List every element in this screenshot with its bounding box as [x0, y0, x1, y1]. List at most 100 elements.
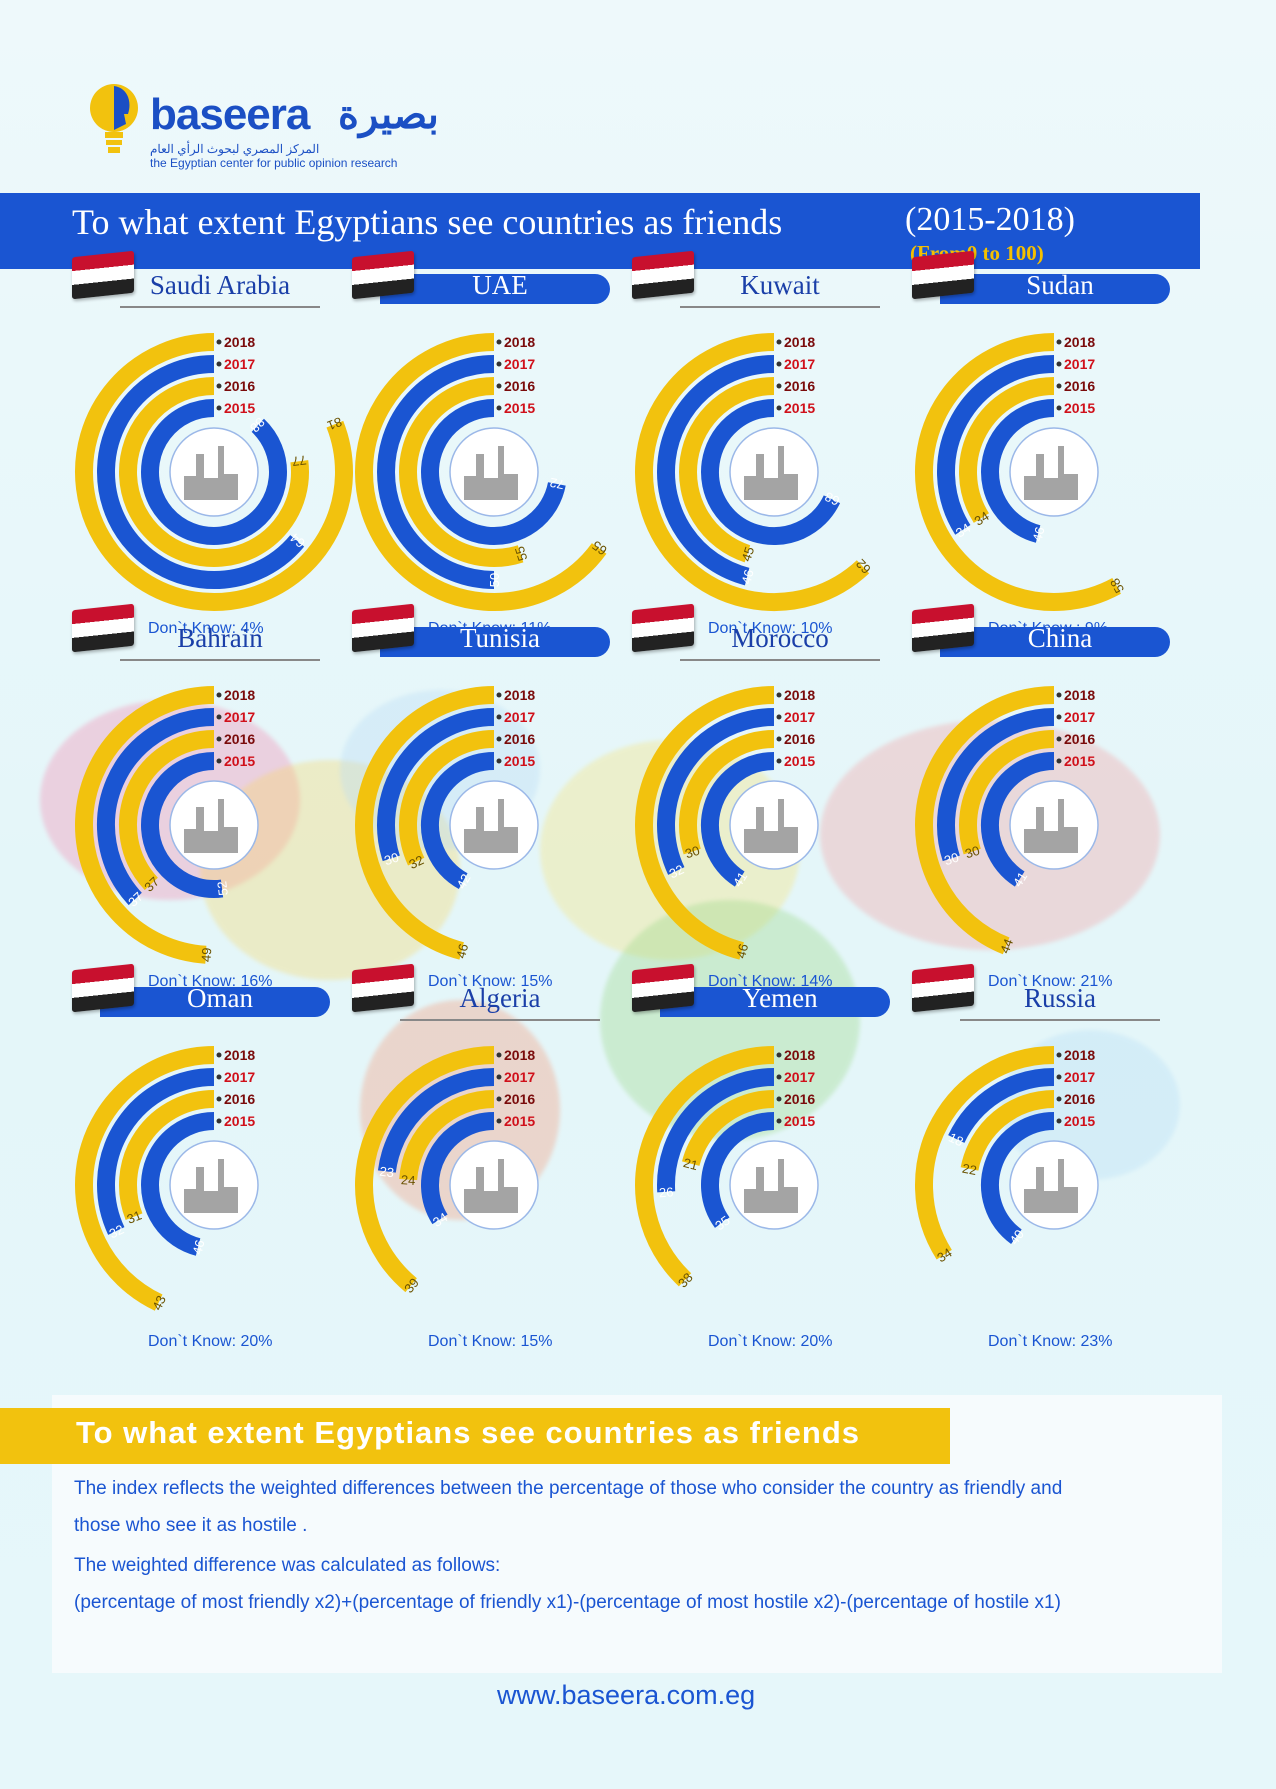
year-marker: [496, 736, 502, 742]
landmark-icon: [464, 1159, 518, 1213]
year-marker: [496, 361, 502, 367]
country-name: Tunisia: [459, 623, 541, 653]
country-name: Algeria: [459, 983, 541, 1013]
dont-know-label: Don`t Know: 15%: [428, 973, 553, 990]
bar-2016: [959, 377, 1055, 523]
year-label-2015: 2015: [1064, 400, 1095, 416]
year-label-2016: 2016: [504, 378, 535, 394]
year-marker: [1056, 758, 1062, 764]
year-marker: [496, 1074, 502, 1080]
country-name: UAE: [472, 270, 528, 300]
value-label-2015: 72: [548, 475, 565, 492]
year-marker: [496, 1118, 502, 1124]
value-label-2017: 32: [667, 862, 686, 882]
landmark-icon: [184, 799, 238, 853]
value-label-2017: 30: [382, 849, 400, 868]
year-marker: [1056, 1052, 1062, 1058]
value-label-2018: 34: [934, 1245, 954, 1265]
radial-bar-chart: 58 2018 34 2017 34 2016 46 2015: [915, 333, 1127, 611]
bar-2017: [937, 355, 1055, 535]
center-circle: [449, 1140, 539, 1230]
bar-2015: [701, 752, 775, 887]
year-label-2017: 2017: [784, 356, 815, 372]
year-marker: [1056, 383, 1062, 389]
bar-2016: [960, 1090, 1055, 1171]
year-label-2015: 2015: [1064, 1113, 1095, 1129]
value-label-2015: 52: [214, 880, 231, 896]
landmark-icon: [744, 1159, 798, 1213]
landmark-icon: [464, 446, 518, 500]
dont-know-label: Don`t Know: 15%: [428, 1333, 553, 1350]
page-years: (2015-2018): [905, 201, 1075, 238]
radial-bar-chart: 46 2018 30 2017 32 2016 42 2015: [355, 686, 539, 960]
year-label-2018: 2018: [1064, 1047, 1095, 1063]
website-link[interactable]: www.baseera.com.eg: [497, 1680, 756, 1710]
year-marker: [496, 383, 502, 389]
year-label-2017: 2017: [224, 356, 255, 372]
year-label-2016: 2016: [504, 1091, 535, 1107]
bar-2017: [377, 355, 495, 589]
lightbulb-icon: [90, 84, 138, 153]
dont-know-label: Don`t Know: 21%: [988, 973, 1113, 990]
year-label-2017: 2017: [1064, 1069, 1095, 1085]
bar-2016: [399, 377, 524, 567]
chart-panel-morocco: Morocco 46 2018 32 2017 30 2016 41 2015 Don`t Kno…: [610, 603, 890, 990]
value-label-2015: 40: [1006, 1227, 1027, 1248]
year-label-2017: 2017: [504, 356, 535, 372]
year-label-2018: 2018: [784, 334, 815, 350]
year-label-2017: 2017: [504, 709, 535, 725]
center-circle: [729, 427, 819, 517]
year-label-2018: 2018: [1064, 334, 1095, 350]
year-marker: [496, 758, 502, 764]
chart-panel-algeria: Algeria 39 2018 23 2017 24 2016 34 2015 Don`t Kno…: [330, 963, 610, 1350]
year-marker: [1056, 692, 1062, 698]
year-label-2016: 2016: [224, 378, 255, 394]
year-marker: [776, 1074, 782, 1080]
bar-2017: [948, 1068, 1055, 1144]
year-label-2015: 2015: [504, 753, 535, 769]
year-marker: [216, 383, 222, 389]
country-title-underline: [960, 1019, 1160, 1021]
chart-panel-bahrain: Bahrain 49 2018 37 2017 37 2016 52 2015 Don`t Kno…: [50, 603, 330, 990]
year-marker: [216, 714, 222, 720]
year-marker: [776, 692, 782, 698]
country-title-pill: [380, 627, 610, 657]
country-name: Oman: [187, 983, 253, 1013]
year-label-2017: 2017: [784, 1069, 815, 1085]
year-marker: [216, 736, 222, 742]
year-marker: [216, 339, 222, 345]
year-label-2015: 2015: [224, 753, 255, 769]
year-marker: [1056, 361, 1062, 367]
bar-2015: [981, 752, 1055, 887]
year-label-2017: 2017: [224, 709, 255, 725]
landmark-icon: [744, 799, 798, 853]
year-label-2018: 2018: [1064, 687, 1095, 703]
bar-2015: [421, 1112, 495, 1225]
year-marker: [216, 405, 222, 411]
dont-know-label: Don`t Know: 23%: [988, 1333, 1113, 1350]
country-title-pill: [940, 274, 1170, 304]
landmark-icon: [744, 446, 798, 500]
landmark-icon: [464, 799, 518, 853]
year-marker: [1056, 1074, 1062, 1080]
radial-bar-chart: 43 2018 32 2017 31 2016 46 2015: [75, 1046, 259, 1313]
chart-panel-uae: UAE652018502017552016722015Don`t Know: 1…: [330, 250, 610, 637]
year-marker: [776, 1118, 782, 1124]
landmark-icon: [1024, 1159, 1078, 1213]
bar-2015: [141, 1112, 215, 1256]
country-title-underline: [120, 306, 320, 308]
radial-bar-chart: 46 2018 32 2017 30 2016 41 2015: [635, 686, 819, 960]
bar-2015: [981, 1112, 1055, 1245]
value-label-2018: 49: [198, 947, 214, 962]
methodology-line-1: The index reflects the weighted differen…: [74, 1478, 1063, 1499]
year-label-2016: 2016: [224, 1091, 255, 1107]
methodology-title: To what extent Egyptians see countries a…: [76, 1415, 861, 1450]
year-label-2018: 2018: [504, 687, 535, 703]
value-label-2017: 50: [487, 573, 502, 587]
country-name: Bahrain: [177, 623, 263, 653]
value-label-2017: 23: [379, 1164, 395, 1181]
value-label-2018: 81: [325, 414, 344, 433]
center-circle: [1009, 780, 1099, 870]
